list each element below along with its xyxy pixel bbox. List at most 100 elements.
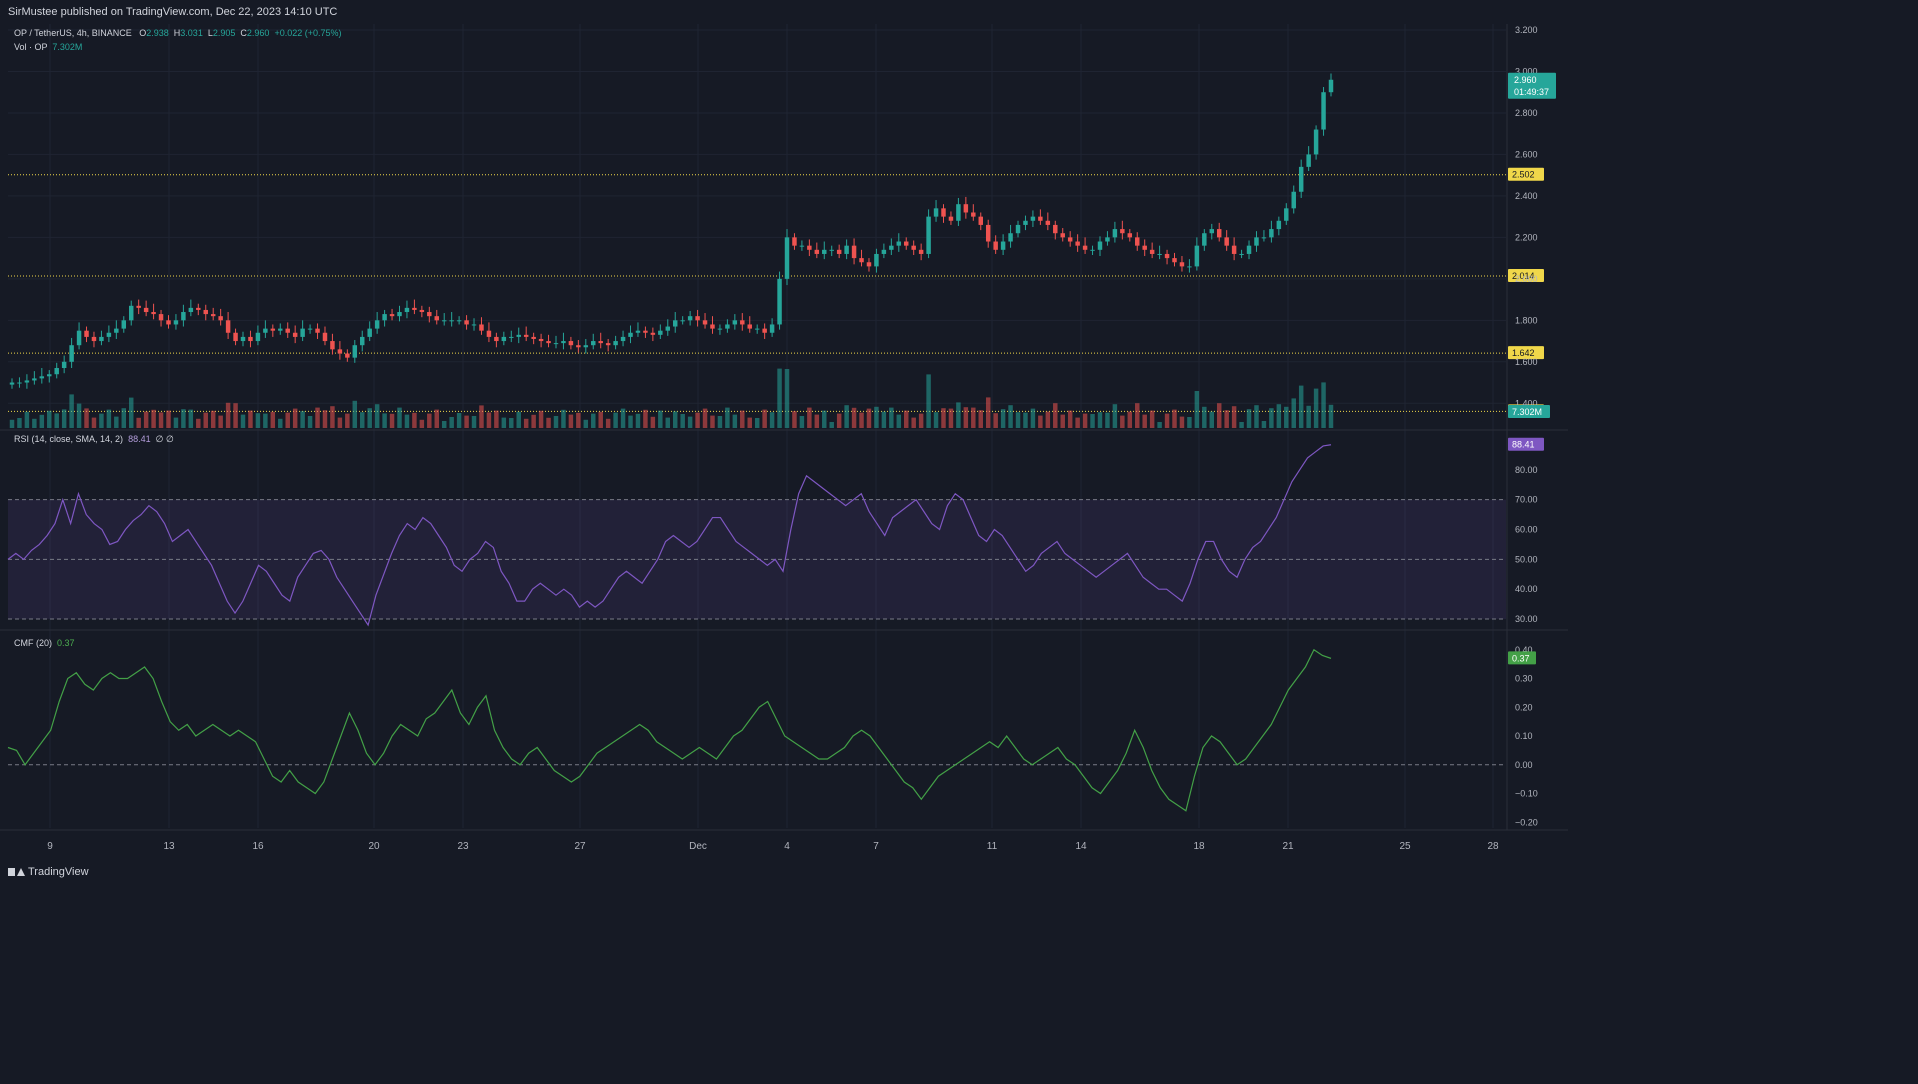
candle-body — [434, 316, 439, 321]
volume-bar — [1216, 403, 1222, 428]
volume-bar — [926, 374, 931, 428]
candle-body — [248, 336, 253, 342]
volume-bar — [933, 412, 939, 428]
volume-bar — [121, 408, 127, 428]
time-tick: 28 — [1487, 841, 1499, 852]
candle-body — [799, 245, 805, 247]
volume-bar — [710, 415, 715, 428]
volume-bar — [896, 414, 902, 428]
candle-body — [509, 336, 514, 338]
volume-bar — [971, 407, 976, 428]
candle-body — [1075, 241, 1080, 246]
volume-bar — [360, 412, 365, 428]
candle-body — [1202, 233, 1207, 246]
volume-bar — [389, 413, 395, 428]
candle-body — [1216, 229, 1222, 238]
candle-body — [337, 349, 343, 354]
volume-bar — [814, 414, 820, 428]
candle-body — [1097, 241, 1103, 250]
volume-bar — [1097, 412, 1103, 428]
published-header: SirMustee published on TradingView.com, … — [0, 0, 1576, 24]
candle-body — [151, 312, 156, 315]
volume-bar — [1082, 413, 1088, 428]
volume-bar — [680, 414, 685, 428]
candle-body — [583, 345, 589, 348]
candle-body — [695, 316, 700, 321]
candle-body — [47, 374, 52, 377]
candle-body — [792, 237, 797, 246]
time-tick: 16 — [252, 841, 264, 852]
candle-body — [747, 324, 752, 329]
candle-body — [1142, 245, 1147, 250]
candle-body — [851, 245, 857, 259]
volume-bar — [1261, 421, 1267, 428]
candle-body — [1269, 229, 1274, 238]
price-axis[interactable]: 1.400 1.600 1.800 2.000 2.200 2.400 2.600 2.800… — [1508, 25, 1556, 827]
volume-bar — [777, 368, 782, 428]
volume-bar — [792, 411, 797, 428]
candle-body — [345, 353, 350, 358]
candle-body — [568, 341, 574, 346]
level-tag-label: 1.642 — [1512, 348, 1535, 358]
volume-label[interactable]: Vol · OP — [14, 42, 48, 52]
candle-body — [553, 343, 559, 345]
candle-body — [210, 314, 216, 317]
time-tick: 7 — [873, 841, 879, 852]
candle-body — [874, 253, 879, 267]
candle-body — [635, 330, 641, 333]
volume-bar — [620, 408, 626, 428]
candle-body — [1015, 224, 1021, 234]
candle-body — [1045, 220, 1051, 225]
candle-body — [904, 241, 909, 246]
volume-bar — [464, 415, 469, 428]
volume-bar — [1209, 411, 1215, 428]
time-tick: 11 — [987, 841, 998, 852]
cmf-tick: 0.10 — [1515, 731, 1533, 741]
volume-bar — [531, 414, 536, 428]
candle-body — [382, 314, 387, 321]
volume-bar — [956, 402, 961, 428]
time-axis[interactable]: 9 13 16 20 23 27 Dec 4 7 11 14 18 21 25 28 — [47, 841, 1499, 852]
cmf-label[interactable]: CMF (20) — [14, 638, 52, 648]
volume-bar — [1224, 410, 1229, 428]
volume-bar — [427, 413, 432, 428]
footer: TradingView — [0, 860, 1568, 886]
time-tick: 27 — [574, 841, 586, 852]
rsi-tick: 50.00 — [1515, 554, 1538, 564]
volume-bar — [695, 412, 700, 428]
candle-body — [1060, 233, 1065, 238]
tradingview-logo[interactable]: TradingView — [8, 866, 89, 878]
volume-bar — [1284, 406, 1289, 428]
volume-bar — [784, 369, 790, 428]
cmf-tick: 0.00 — [1515, 760, 1533, 770]
volume-bar — [859, 412, 864, 428]
candle-body — [263, 328, 268, 333]
candle-body — [687, 316, 693, 321]
candle-body — [1284, 208, 1289, 221]
volume-bar — [143, 411, 149, 428]
time-tick: 14 — [1075, 841, 1087, 852]
volume-bar — [1298, 385, 1304, 428]
volume-bar — [576, 412, 581, 428]
candle-body — [643, 330, 648, 333]
volume-bar — [99, 413, 104, 428]
candle-body — [17, 382, 22, 384]
time-tick: Dec — [689, 841, 707, 852]
volume-bar — [292, 408, 298, 428]
candle-body — [956, 204, 961, 221]
volume-bar — [1127, 411, 1133, 428]
cmf-tick: 0.40 — [1515, 645, 1533, 655]
cmf-value: 0.37 — [57, 638, 75, 648]
cmf-tick: −0.10 — [1515, 789, 1538, 799]
candle-body — [501, 336, 507, 342]
cmf-tag — [1508, 651, 1536, 665]
level-tag — [1508, 346, 1544, 360]
rsi-label[interactable]: RSI (14, close, SMA, 14, 2) — [14, 434, 124, 444]
candle-body — [255, 332, 261, 342]
volume-bar — [419, 419, 425, 428]
price-tick: 3.000 — [1515, 66, 1538, 76]
symbol-label[interactable]: OP / TetherUS, 4h, BINANCE — [14, 28, 132, 38]
candle-body — [561, 341, 566, 344]
candle-body — [32, 378, 37, 381]
